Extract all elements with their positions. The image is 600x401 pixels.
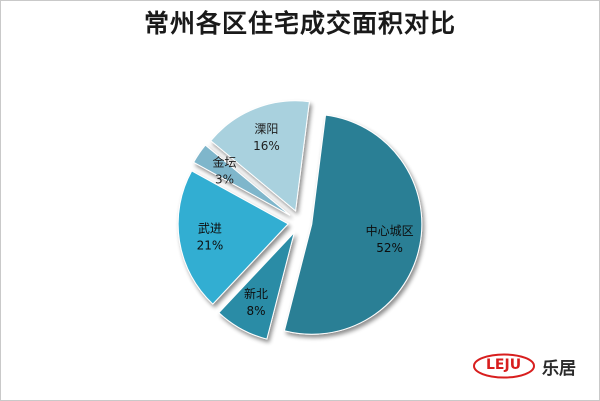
pie-slice-2 [218,232,295,340]
slice-category-label: 新北 [244,286,268,301]
slice-category-label: 金坛 [213,155,237,170]
pie-slice-5 [210,100,310,212]
leju-logo: LEJU 乐居 [472,353,576,379]
pie-slice-1 [283,114,423,335]
slice-category-label: 中心城区 [366,223,414,238]
slice-category-label: 武进 [198,221,222,235]
slice-value-label: 8% [247,304,266,318]
chart-title: 常州各区住宅成交面积对比 [143,9,456,38]
slice-value-label: 21% [197,238,224,252]
pie-slice-4 [193,144,291,216]
leju-logo-mark: LEJU [472,353,536,379]
slice-value-label: 3% [215,173,234,187]
logo-text: 乐居 [542,358,576,379]
logo-wordmark: LEJU [486,357,522,373]
slice-value-label: 52% [376,241,403,255]
slice-value-label: 16% [253,139,280,153]
pie-slice-3 [177,170,289,305]
slice-category-label: 溧阳 [254,122,278,136]
